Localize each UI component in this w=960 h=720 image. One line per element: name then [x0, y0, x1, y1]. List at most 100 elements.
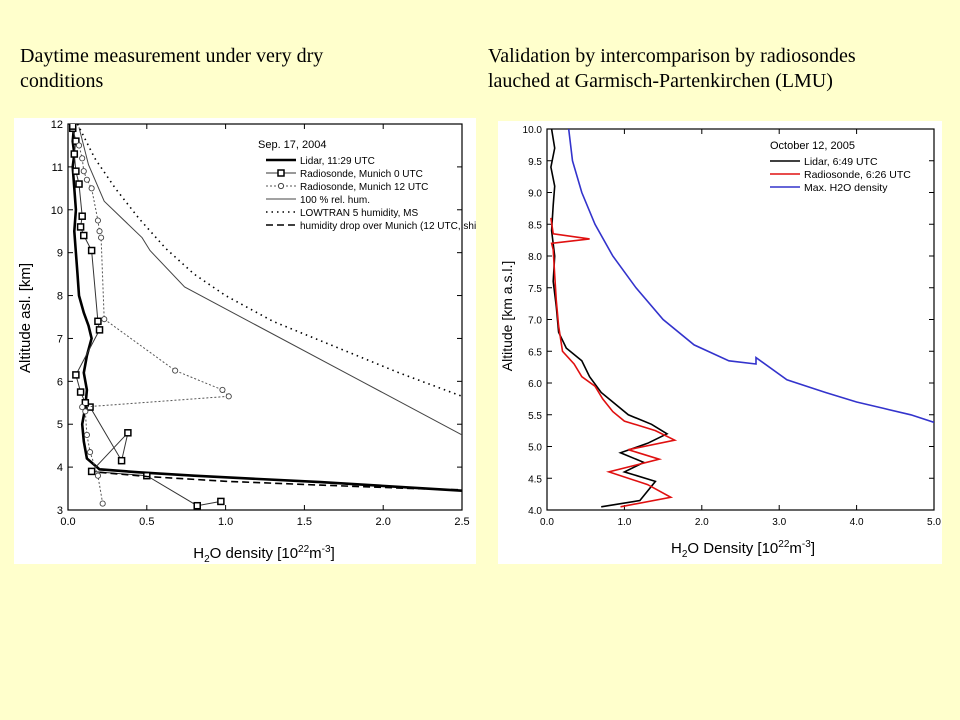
y-tick-label: 6.0 [528, 379, 542, 390]
data-point-square [81, 399, 90, 407]
y-tick-label: 8.5 [528, 220, 542, 231]
y-tick-label: 11 [52, 162, 63, 174]
series-line-2 [550, 217, 678, 508]
data-point-circle [82, 408, 89, 415]
data-point-circle [99, 500, 106, 507]
data-point-square [70, 150, 79, 158]
y-tick-label: 7.0 [528, 316, 542, 327]
data-point-circle [94, 472, 101, 479]
left-x-axis-label: H2O density [1022m-3] [193, 544, 335, 564]
y-tick-label: 6.5 [528, 347, 542, 358]
y-tick-label: 4.5 [528, 474, 542, 485]
data-point-square [76, 223, 85, 231]
x-tick-label: 0.0 [540, 517, 554, 528]
data-point-square [124, 429, 132, 437]
y-tick-label: 10 [51, 205, 63, 217]
data-point-circle [87, 449, 94, 456]
left-y-axis-label: Altitude asl. [km] [17, 263, 34, 373]
right-chart: 0.0 1.0 2.0 3.0 4.0 5.0 4.0 4.5 5.0 5.5 6.0 6.5 7.0 7… [499, 125, 941, 560]
right-chart-title: October 12, 2005 [770, 140, 855, 152]
data-point-square [68, 124, 77, 130]
series-line-5 [76, 124, 462, 398]
y-tick-label: 7 [57, 333, 63, 345]
data-point-square [72, 371, 80, 379]
data-point-circle [225, 393, 232, 400]
y-tick-label: 6 [57, 376, 63, 388]
data-point-square [80, 231, 88, 240]
data-point-circle [94, 217, 101, 224]
left-chart-title: Sep. 17, 2004 [258, 139, 327, 151]
legend-label: Max. H2O density [804, 182, 888, 194]
data-point-circle [83, 431, 90, 438]
data-point-square [117, 456, 126, 465]
data-point-circle [98, 234, 105, 241]
data-point-circle [80, 168, 87, 175]
data-point-circle [219, 386, 226, 393]
data-point-circle [88, 185, 95, 192]
right-chart-panel: 0.0 1.0 2.0 3.0 4.0 5.0 4.0 4.5 5.0 5.5 6.0 6.5 7.0 7… [498, 121, 942, 564]
y-tick-label: 9.5 [528, 157, 542, 168]
x-tick-label: 0.5 [139, 516, 154, 528]
data-point-circle [83, 176, 90, 183]
left-plot-frame [67, 123, 463, 511]
y-tick-label: 5.0 [528, 443, 542, 454]
series-line-2 [72, 126, 221, 507]
series-line-3 [567, 129, 934, 424]
legend-label: Radiosonde, 6:26 UTC [804, 169, 911, 181]
x-tick-label: 1.5 [297, 516, 312, 528]
y-tick-label: 4 [57, 462, 63, 474]
y-tick-label: 9.0 [528, 189, 542, 200]
y-tick-label: 5.5 [528, 411, 542, 422]
legend-marker [277, 169, 285, 177]
data-point-square [76, 388, 85, 396]
x-tick-label: 3.0 [772, 517, 786, 528]
x-tick-label: 5.0 [927, 517, 941, 528]
right-caption: Validation by intercomparison by radioso… [488, 45, 856, 92]
x-tick-label: 4.0 [850, 517, 864, 528]
data-point-square [72, 167, 80, 175]
y-tick-label: 5 [57, 419, 63, 431]
data-point-square [75, 180, 83, 188]
series-line-6 [99, 471, 462, 491]
legend-label: Radiosonde, Munich 12 UTC [300, 182, 428, 193]
x-tick-label: 2.5 [454, 516, 469, 528]
data-point-circle [75, 142, 83, 149]
legend-label: LOWTRAN 5 humidity, MS [300, 208, 418, 219]
x-tick-label: 2.0 [695, 517, 709, 528]
y-tick-label: 12 [51, 119, 63, 131]
left-chart-panel: 0.0 0.5 1.0 1.5 2.0 2.5 3 4 5 6 7 8 9 10 11 12 Lidar, 1… [14, 118, 476, 564]
series-line-1 [71, 124, 462, 492]
data-point-circle [79, 404, 86, 411]
y-tick-label: 3 [57, 505, 63, 517]
legend-label: Lidar, 6:49 UTC [804, 156, 878, 168]
y-tick-label: 4.0 [528, 506, 542, 517]
data-point-square [217, 497, 225, 506]
x-tick-label: 2.0 [376, 516, 391, 528]
x-tick-label: 1.0 [218, 516, 233, 528]
x-tick-label: 0.0 [60, 516, 75, 528]
y-tick-label: 10.0 [523, 125, 543, 136]
legend-marker [277, 182, 285, 190]
data-point-square [72, 137, 80, 145]
data-point-square [78, 212, 86, 220]
data-point-square [94, 317, 102, 326]
y-tick-label: 8.0 [528, 252, 542, 263]
left-caption: Daytime measurement under very dry condi… [20, 45, 324, 92]
data-point-square [95, 326, 104, 334]
y-tick-label: 9 [57, 248, 63, 260]
data-point-circle [96, 228, 103, 235]
left-legend: Lidar, 11:29 UTC Radiosonde, Munich 0 UTC… [266, 156, 476, 232]
legend-label: 100 % rel. hum. [300, 195, 370, 206]
left-chart: 0.0 0.5 1.0 1.5 2.0 2.5 3 4 5 6 7 8 9 10 11 12 Lidar, 1… [17, 119, 476, 564]
data-point-circle [79, 155, 86, 162]
right-plot-frame [546, 128, 935, 511]
data-point-square [87, 246, 96, 255]
data-point-square [87, 467, 96, 476]
series-line-4 [78, 127, 462, 436]
data-point-circle [101, 316, 108, 323]
y-tick-label: 7.5 [528, 284, 542, 295]
right-x-axis-label: H2O Density [1022m-3] [671, 539, 815, 560]
x-tick-label: 1.0 [617, 517, 631, 528]
legend-label: Lidar, 11:29 UTC [300, 156, 375, 167]
